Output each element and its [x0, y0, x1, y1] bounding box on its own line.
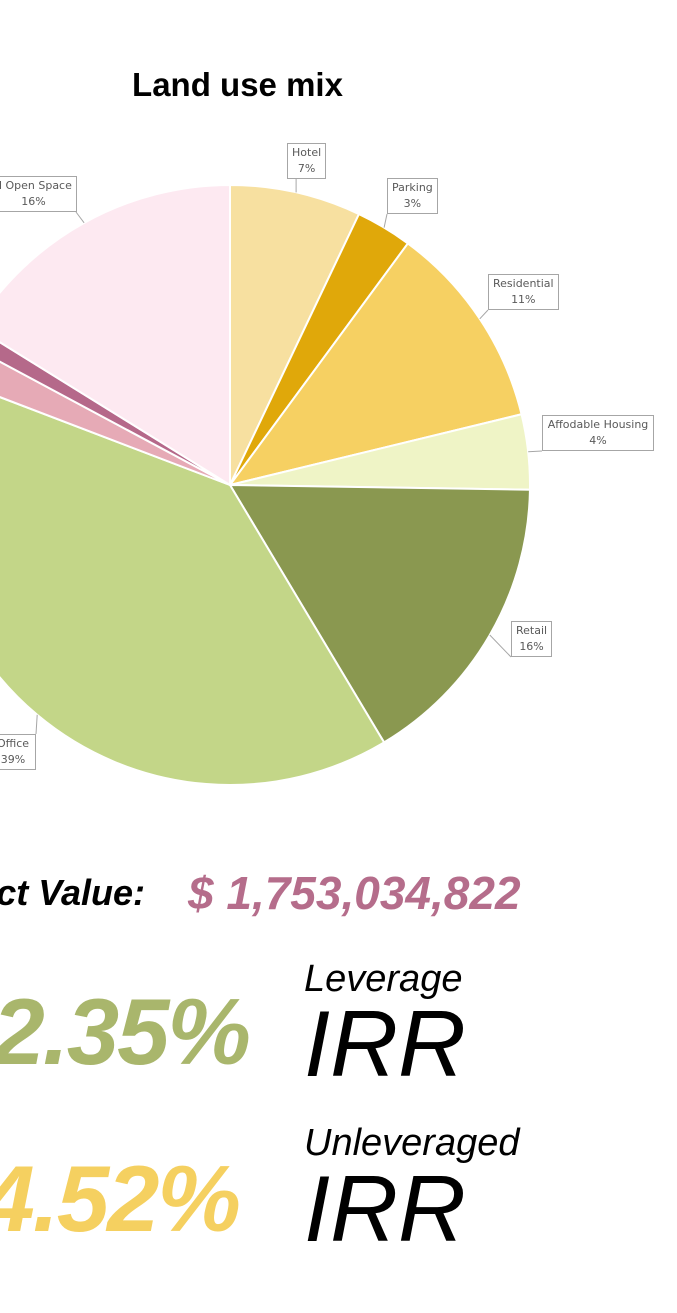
slice-label-name: Affodable Housing [547, 418, 649, 431]
slice-label-name: Office [0, 737, 30, 750]
slice-label-name: Retail [516, 624, 548, 637]
slice-label-office: Office 39% [0, 734, 36, 770]
unleveraged-caption: Unleveraged [304, 1122, 520, 1164]
leverage-irr-value: 2.35% [0, 979, 251, 1084]
slice-label-name: Residential [493, 277, 554, 290]
pie-chart [0, 179, 543, 786]
leader-line-affodable-housing [528, 450, 543, 453]
leader-line-parking [383, 213, 388, 228]
slice-label-percent: 7% [297, 162, 316, 175]
slice-label-percent: 16% [21, 195, 46, 208]
project-value-label: ect Value: [0, 872, 145, 913]
pie-slice-d-open-space [0, 183, 231, 487]
leader-line-office [35, 714, 38, 735]
slice-label-percent: 16% [519, 640, 544, 653]
leverage-caption: Leverage [304, 958, 463, 1000]
slice-label-percent: 11% [511, 293, 536, 306]
pie-slice-residential [227, 242, 523, 487]
slice-label-name: d Open Space [0, 179, 72, 192]
leader-line-residential [479, 309, 489, 320]
project-value: $ 1,753,034,822 [188, 867, 521, 919]
leader-line-d-open-space [75, 211, 85, 224]
slice-label-percent: 4% [589, 434, 607, 447]
slice-label-retail: Retail 16% [511, 621, 553, 657]
chart-title: Land use mix [132, 66, 343, 103]
slice-label-parking: Parking 3% [387, 178, 438, 214]
unleveraged-irr-value: 4.52% [0, 1146, 241, 1251]
slice-label-d-open-space: d Open Space 16% [0, 176, 77, 212]
slice-label-name: Parking [392, 181, 433, 194]
unleveraged-irr-label: IRR [304, 1156, 466, 1261]
slice-label-residential: Residential 11% [488, 274, 559, 310]
slice-label-name: Hotel [292, 146, 322, 159]
slice-label-percent: 3% [403, 197, 422, 210]
slice-label-affodable-housing: Affodable Housing 4% [542, 415, 654, 451]
slice-label-hotel: Hotel 7% [287, 143, 327, 179]
leverage-irr-label: IRR [304, 991, 466, 1096]
leader-line-retail [489, 634, 512, 658]
slice-label-percent: 39% [0, 753, 26, 766]
